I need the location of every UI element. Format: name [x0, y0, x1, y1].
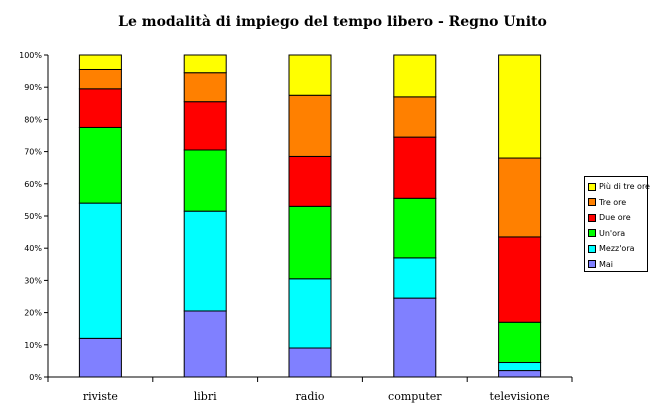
y-tick-label: 50% [24, 212, 42, 221]
x-tick-label: riviste [83, 390, 118, 403]
legend-swatch [588, 182, 596, 191]
bar-segment [183, 149, 227, 212]
x-tick-label: televisione [490, 390, 550, 403]
bar-segment [288, 155, 332, 207]
bar-segment [393, 136, 437, 199]
legend-item: Più di tre ore [588, 179, 650, 195]
legend-label: Mezz'ora [599, 244, 635, 254]
y-tick-label: 20% [24, 309, 42, 318]
legend-label: Un'ora [599, 228, 626, 238]
y-tick-label: 80% [24, 115, 42, 124]
bar-segment [393, 197, 437, 259]
bar-segment [288, 94, 332, 157]
bar-segment [183, 101, 227, 151]
bar-segment [183, 310, 227, 378]
bar-segment [393, 54, 437, 98]
bar-segment [498, 54, 542, 159]
bar-segment [498, 362, 542, 372]
bar-segment [183, 72, 227, 103]
legend-item: Mai [588, 257, 647, 273]
bar-segment [393, 96, 437, 138]
bar-segment [183, 210, 227, 312]
legend-label: Tre ore [599, 197, 627, 207]
bar-segment [78, 337, 122, 378]
bar-segment [78, 126, 122, 204]
y-tick-label: 0% [29, 373, 42, 382]
y-tick-label: 100% [19, 51, 42, 60]
legend-label: Più di tre ore [599, 182, 650, 192]
bar-segment [498, 157, 542, 238]
legend-swatch [588, 213, 596, 222]
x-tick-label: radio [296, 390, 325, 403]
legend-item: Un'ora [588, 226, 647, 242]
bar-segment [78, 68, 122, 90]
legend-item: Mezz'ora [588, 241, 647, 257]
y-tick-label: 40% [24, 244, 42, 253]
bar-segment [78, 54, 122, 70]
bar-segment [393, 257, 437, 299]
y-tick-label: 10% [24, 341, 42, 350]
bar-segment [393, 297, 437, 378]
y-tick-label: 60% [24, 180, 42, 189]
legend-item: Due ore [588, 210, 647, 226]
bar-segment [498, 370, 542, 378]
y-tick-label: 90% [24, 83, 42, 92]
x-tick-label: libri [194, 390, 217, 403]
bar-segment [78, 202, 122, 339]
legend-label: Due ore [599, 213, 631, 223]
bar-segment [288, 54, 332, 96]
legend-swatch [588, 198, 596, 207]
x-tick-label: computer [388, 390, 442, 403]
legend-swatch [588, 244, 596, 253]
y-tick-label: 30% [24, 276, 42, 285]
bar-segment [288, 278, 332, 349]
legend-item: Tre ore [588, 195, 647, 211]
bar-segment [183, 54, 227, 74]
legend-swatch [588, 260, 596, 269]
bar-segment [288, 205, 332, 280]
chart-title: Le modalità di impiego del tempo libero … [118, 14, 547, 30]
bar-segment [288, 347, 332, 378]
y-tick-label: 70% [24, 148, 42, 157]
bar-segment [498, 321, 542, 364]
legend-swatch [588, 229, 596, 238]
bar-segment [78, 88, 122, 128]
legend: Più di tre ore Tre ore Due ore Un'ora Mezz'o… [584, 176, 650, 273]
legend-label: Mai [599, 259, 614, 269]
bar-segment [498, 236, 542, 323]
